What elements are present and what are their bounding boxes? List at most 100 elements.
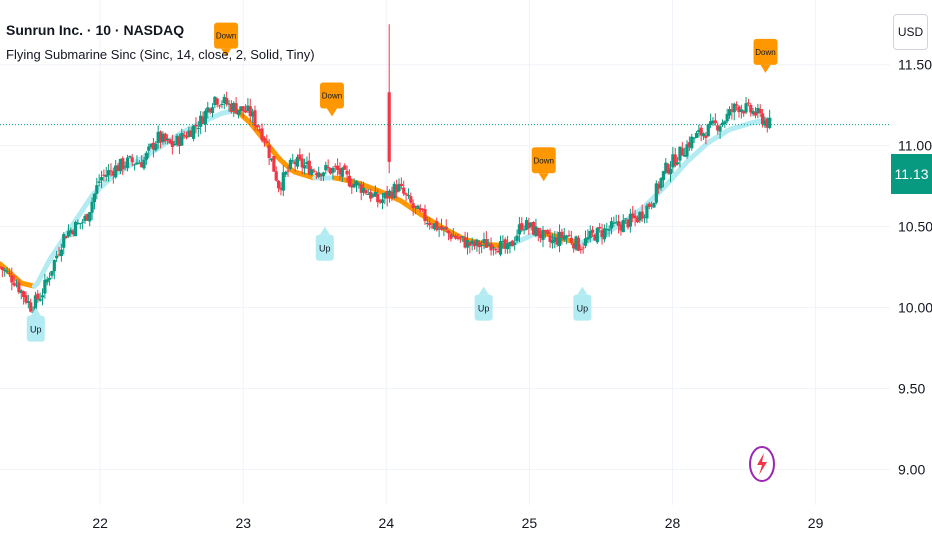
candle-body xyxy=(454,235,458,239)
candle-body xyxy=(701,133,706,137)
candle-body xyxy=(201,116,205,124)
signal-text: Down xyxy=(216,32,236,41)
candle-body xyxy=(395,184,399,193)
signal-text: Up xyxy=(577,304,589,314)
up-signal-label: Up xyxy=(474,286,493,321)
candle-body xyxy=(345,170,349,175)
candle-body xyxy=(102,174,106,176)
candle-body xyxy=(305,162,309,164)
candle-body xyxy=(246,105,250,112)
candle-body xyxy=(217,105,222,107)
x-tick-label: 22 xyxy=(92,515,108,531)
symbol-title[interactable]: Sunrun Inc. · 10 · NASDAQ xyxy=(6,22,185,38)
candle-body xyxy=(506,243,510,250)
candle-body xyxy=(314,173,318,176)
candle-body xyxy=(718,126,722,132)
candle-body xyxy=(258,129,262,131)
candle-body xyxy=(765,118,769,128)
candle-body xyxy=(99,177,104,181)
candle-body xyxy=(409,196,413,203)
candle-body xyxy=(12,282,16,286)
candle-body xyxy=(541,229,545,240)
candle-body xyxy=(357,183,361,185)
signal-text: Down xyxy=(322,92,342,101)
signal-box xyxy=(315,234,334,261)
candle-body xyxy=(621,220,625,233)
candle-body xyxy=(81,221,85,223)
candle-body xyxy=(753,111,758,116)
candle-body xyxy=(607,229,611,231)
candle-body xyxy=(47,277,52,280)
candle-body xyxy=(713,120,717,124)
candle-body xyxy=(463,237,467,248)
candle-body xyxy=(111,171,115,176)
candle-body xyxy=(149,143,153,148)
candle-body xyxy=(626,219,630,228)
candle-body xyxy=(539,234,543,238)
candle-body xyxy=(612,222,616,224)
candle-body xyxy=(638,212,642,221)
candle-body xyxy=(191,125,196,139)
down-signal-label: Down xyxy=(319,82,344,117)
candle-body xyxy=(449,233,453,239)
signal-pointer xyxy=(326,108,337,117)
currency-button[interactable]: USD xyxy=(893,14,928,50)
candle-body xyxy=(293,161,297,165)
candle-body xyxy=(560,231,564,238)
candle-body xyxy=(671,154,675,168)
candle-body xyxy=(763,120,767,126)
candle-body xyxy=(557,231,562,246)
indicator-legend[interactable]: Flying Submarine Sinc (Sinc, 14, close, … xyxy=(6,47,315,62)
candle-body xyxy=(746,102,751,104)
candle-body xyxy=(456,237,460,239)
candle-body xyxy=(92,193,97,203)
candle-body xyxy=(284,171,288,175)
signal-box xyxy=(26,315,45,342)
candle-body xyxy=(184,136,189,138)
candle-body xyxy=(567,235,571,237)
candle-body xyxy=(109,170,113,172)
signal-box xyxy=(214,22,239,49)
candle-body xyxy=(654,183,658,203)
signal-box xyxy=(573,294,592,321)
candle-body xyxy=(624,218,628,220)
candle-body xyxy=(442,227,446,229)
candle-body xyxy=(501,241,505,243)
candle-body xyxy=(534,226,538,237)
signal-markers: Up Down Down Up Down Up Up Down xyxy=(26,22,778,342)
candle-body xyxy=(472,241,477,247)
candle-body xyxy=(590,229,595,233)
candle-body xyxy=(402,187,406,194)
candle-body xyxy=(298,154,302,160)
candle-body xyxy=(324,164,328,171)
candle-body xyxy=(338,168,342,175)
candle-body xyxy=(182,134,186,137)
lightning-bolt-icon[interactable] xyxy=(748,445,776,483)
candle-body xyxy=(735,104,739,106)
candle-body xyxy=(628,213,632,227)
candle-body xyxy=(616,221,621,227)
candle-body xyxy=(135,162,139,165)
candle-body xyxy=(692,137,696,139)
candle-body xyxy=(76,222,80,225)
candle-body xyxy=(465,240,470,248)
candle-body xyxy=(29,302,33,312)
candle-body xyxy=(687,142,691,148)
candle-body xyxy=(411,203,415,209)
candle-body xyxy=(321,172,326,177)
candle-body xyxy=(71,230,75,235)
candle-body xyxy=(428,222,432,226)
candle-body xyxy=(491,247,496,249)
candle-body xyxy=(480,244,484,246)
candle-body xyxy=(168,139,172,144)
candle-body xyxy=(104,174,108,177)
candle-body xyxy=(189,130,193,137)
y-tick-label: 11.50 xyxy=(898,57,932,73)
candle-body xyxy=(286,170,290,172)
candle-body xyxy=(487,244,491,246)
candle-body xyxy=(416,205,420,210)
candle-body xyxy=(694,133,699,138)
candle-body xyxy=(593,234,597,241)
candle-body xyxy=(295,156,300,167)
